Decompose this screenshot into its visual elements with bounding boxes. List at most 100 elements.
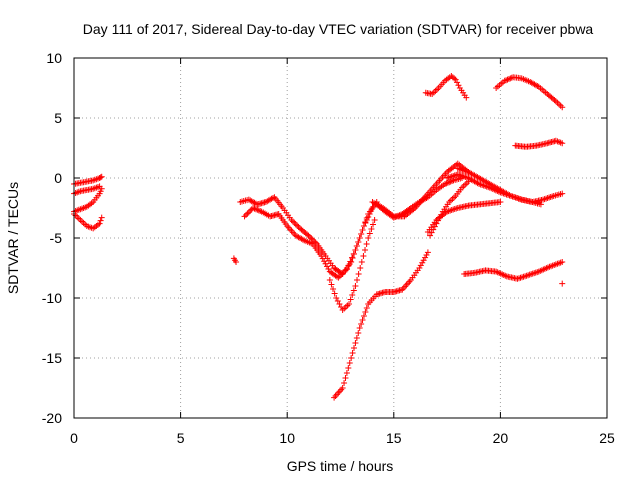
data-point	[341, 380, 348, 386]
data-point	[363, 305, 370, 311]
data-point	[454, 79, 461, 86]
data-point	[363, 241, 370, 247]
data-point	[343, 370, 350, 376]
data-point	[98, 173, 105, 180]
data-point	[352, 283, 359, 289]
data-point	[289, 218, 296, 225]
data-point	[526, 271, 533, 278]
series-arc18	[422, 73, 470, 101]
x-tick-label: 15	[386, 430, 402, 446]
data-point	[528, 271, 535, 278]
x-tick-label: 0	[70, 430, 78, 446]
series-arc8	[326, 217, 378, 313]
data-point	[75, 215, 82, 222]
data-point	[529, 270, 536, 277]
data-point	[295, 224, 302, 230]
data-point	[350, 287, 357, 294]
data-point	[543, 195, 550, 202]
data-point	[346, 360, 353, 366]
data-point	[347, 296, 354, 303]
data-point	[358, 231, 365, 237]
data-point	[559, 140, 566, 147]
data-point	[551, 97, 558, 103]
data-point	[356, 325, 363, 331]
data-point	[355, 330, 362, 336]
data-point	[345, 262, 352, 269]
data-point	[306, 234, 313, 240]
series-arc9	[331, 249, 431, 401]
series-arc11	[373, 175, 466, 221]
chart-title: Day 111 of 2017, Sidereal Day-to-day VTE…	[83, 21, 594, 37]
data-point	[559, 190, 566, 197]
data-point	[449, 196, 456, 202]
data-point	[396, 212, 403, 219]
data-point	[547, 194, 554, 201]
data-point	[534, 83, 541, 89]
data-point	[347, 258, 354, 265]
data-point	[453, 205, 460, 212]
data-point	[452, 76, 459, 83]
data-point	[416, 265, 423, 271]
data-point	[304, 231, 311, 238]
data-point	[299, 236, 306, 243]
data-points	[71, 73, 566, 401]
data-point	[318, 253, 325, 259]
x-tick-label: 5	[177, 430, 185, 446]
data-point	[390, 214, 397, 221]
data-point	[519, 274, 526, 281]
data-point	[448, 207, 455, 214]
data-point	[345, 365, 352, 371]
data-point	[242, 212, 249, 218]
data-point	[422, 254, 429, 261]
data-point	[349, 292, 356, 298]
y-tick-label: -20	[42, 410, 62, 426]
data-point	[433, 86, 440, 93]
data-point	[450, 206, 457, 213]
data-point	[351, 345, 358, 351]
data-point	[96, 220, 103, 227]
y-tick-label: 5	[54, 110, 62, 126]
data-point	[352, 247, 359, 253]
data-point	[430, 89, 437, 96]
data-point	[349, 350, 356, 356]
data-point	[74, 189, 81, 196]
data-point	[353, 243, 360, 249]
data-point	[291, 219, 298, 226]
data-point	[531, 270, 538, 277]
data-point	[359, 317, 366, 323]
data-point	[98, 214, 105, 221]
data-point	[257, 208, 264, 214]
data-point	[429, 91, 436, 97]
data-point	[353, 335, 360, 341]
data-point	[556, 139, 563, 145]
data-point	[366, 230, 373, 237]
y-tick-label: 0	[54, 170, 62, 186]
data-point	[339, 307, 346, 313]
x-tick-label: 20	[493, 430, 509, 446]
data-point	[423, 195, 430, 201]
data-point	[244, 210, 251, 217]
series-arc6	[237, 194, 380, 277]
data-point	[554, 99, 561, 106]
data-point	[269, 195, 276, 201]
data-point	[559, 104, 566, 111]
data-point	[517, 274, 524, 281]
data-point	[546, 194, 553, 201]
data-point	[359, 227, 366, 233]
data-point	[395, 212, 402, 219]
data-point	[365, 214, 372, 220]
data-point	[254, 206, 261, 213]
data-point	[504, 76, 511, 83]
data-point	[78, 218, 85, 225]
data-point	[523, 272, 530, 279]
data-point	[98, 185, 105, 192]
data-point	[358, 259, 365, 265]
data-point	[520, 273, 527, 280]
data-point	[352, 340, 359, 346]
data-point	[342, 267, 349, 274]
y-tick-label: -10	[42, 290, 62, 306]
data-point	[245, 209, 252, 216]
data-point	[331, 290, 338, 297]
data-point	[339, 385, 346, 391]
